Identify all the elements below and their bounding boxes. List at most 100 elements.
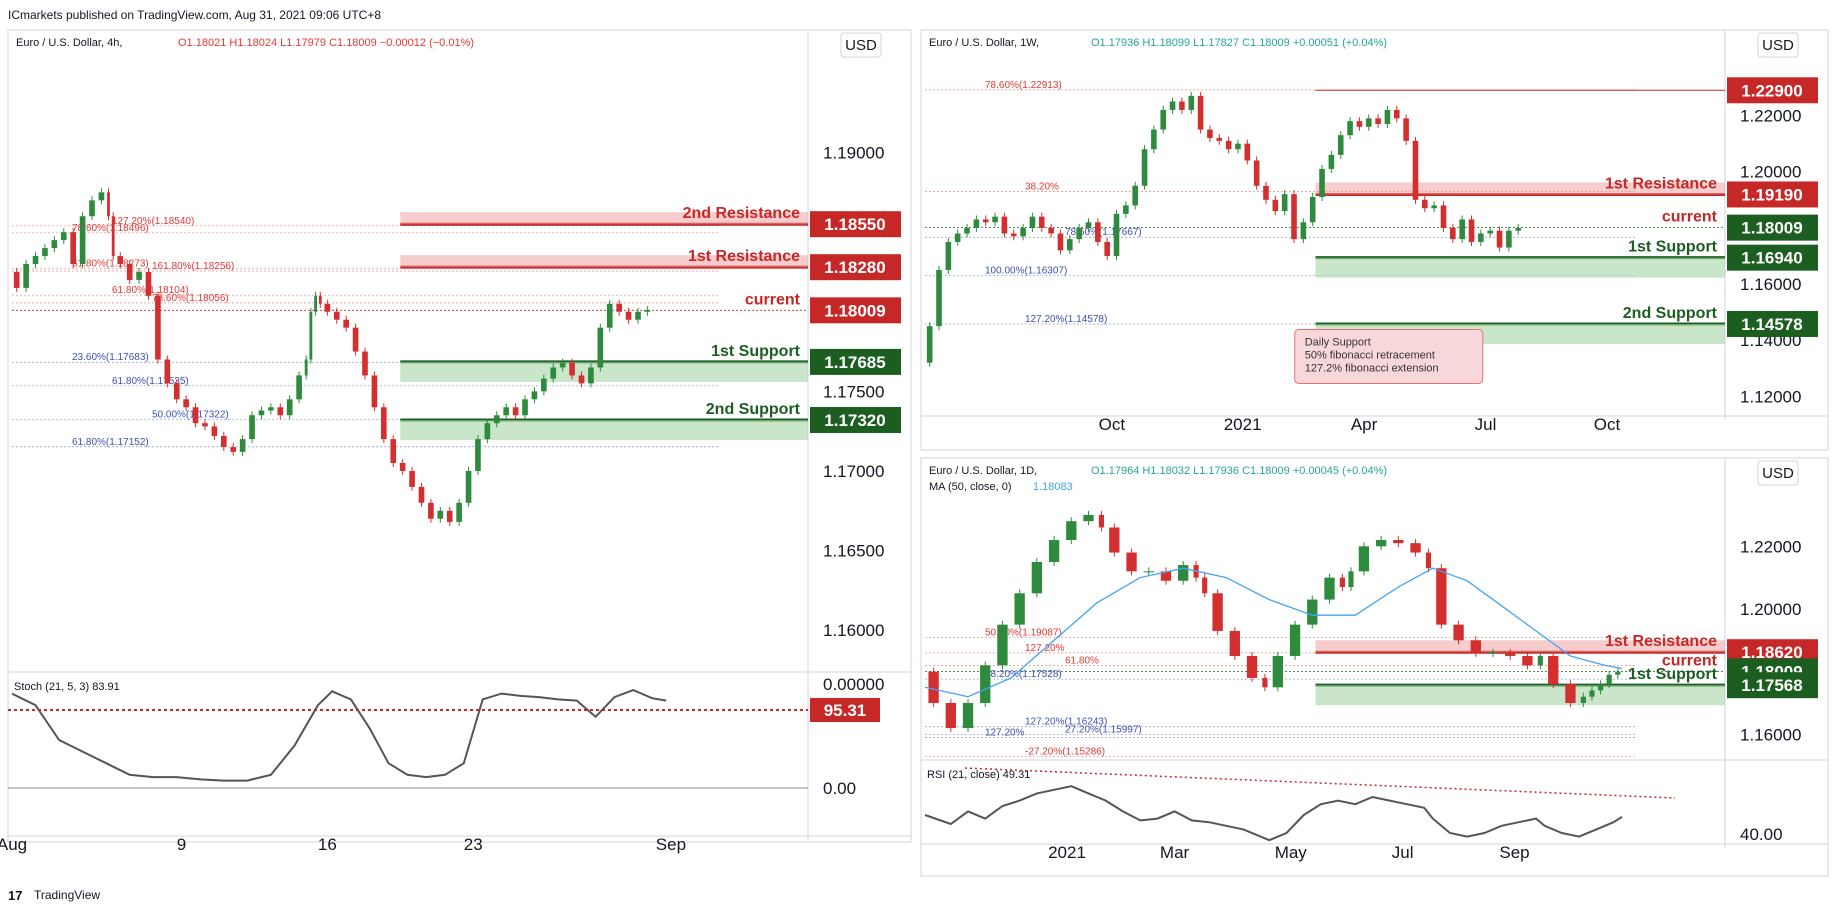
x-tick-label: 2021: [1224, 415, 1262, 434]
candle-body: [1496, 230, 1503, 248]
candle-body: [1212, 593, 1223, 631]
candle-body: [1207, 129, 1213, 139]
candle-body: [1031, 561, 1043, 594]
oscillator-pane: RSI (21, close) 49.31 40.00: [921, 759, 1828, 844]
candle-body: [1202, 577, 1208, 594]
level-price-badge: [810, 348, 901, 375]
level-price-label: 1.19190: [1741, 185, 1802, 204]
level-name-label: current: [1662, 652, 1718, 669]
resistance-zone: [400, 212, 808, 225]
y-tick-label: 1.20000: [1740, 163, 1801, 182]
currency-label: USD: [845, 37, 877, 54]
level-price-badge: [810, 254, 901, 281]
candle-body: [409, 470, 415, 487]
fib-label: 100.00%(1.16307): [985, 265, 1067, 276]
level-name-label: 1st Resistance: [1605, 175, 1717, 192]
candle-body: [202, 423, 208, 427]
candle-body: [973, 219, 980, 228]
candle-body: [578, 375, 585, 384]
ma-line: [924, 567, 1623, 698]
level-name-label: 1st Support: [1628, 666, 1718, 683]
candle-body: [1048, 540, 1060, 562]
y-tick-label: 1.20000: [1740, 600, 1801, 619]
currency-badge-box: [1757, 460, 1799, 486]
candle-body: [249, 415, 255, 440]
ohlc-readout: O1.18021 H1.18024 L1.17979 C1.18009 −0.0…: [178, 37, 474, 49]
annotation-box: [1294, 328, 1484, 384]
x-tick-label: Jul: [1392, 843, 1414, 862]
fib-label: 78.60%(1.17667): [1065, 227, 1142, 238]
candle-body: [1188, 95, 1195, 110]
fib-label: 161.80%(1.18256): [152, 261, 234, 272]
support-zone: [1315, 685, 1725, 706]
candle-body: [1216, 138, 1223, 141]
level-price-badge: [1727, 310, 1818, 337]
level-price-label: 1.18550: [824, 215, 885, 234]
oscillator-tick: 0.00: [823, 779, 856, 798]
candle-body: [1307, 599, 1318, 625]
candle-body: [1197, 95, 1204, 130]
candle-body: [239, 439, 246, 452]
candle-body: [1235, 143, 1241, 150]
level-price-label: 1.16940: [1741, 249, 1802, 268]
level-name-label: 1st Support: [711, 343, 801, 360]
candle-body: [1262, 677, 1268, 688]
candle-body: [1393, 540, 1404, 544]
fib-label: 61.80%: [1065, 655, 1099, 666]
candle-body: [982, 219, 989, 223]
level-name-label: current: [745, 291, 801, 308]
candle-body: [635, 311, 641, 320]
candle-body: [51, 240, 58, 249]
x-tick-label: Apr: [1351, 415, 1378, 434]
level-price-badge: [1727, 214, 1818, 241]
candle-body: [1324, 577, 1335, 600]
x-tick-label: Aug: [0, 835, 27, 854]
candle-body: [928, 671, 939, 703]
oscillator-label: RSI (21, close) 49.31: [927, 769, 1030, 781]
level-name-label: 2nd Resistance: [683, 205, 800, 222]
candle-body: [70, 232, 77, 264]
candle-body: [945, 702, 956, 729]
candle-body: [1029, 216, 1036, 228]
candle-body: [1010, 233, 1017, 237]
candle-body: [1431, 205, 1437, 209]
candle-body: [1309, 196, 1316, 223]
candle-body: [446, 510, 453, 522]
y-tick-label: 1.22000: [1740, 537, 1801, 556]
candle-body: [503, 407, 510, 416]
candle-body: [173, 383, 180, 400]
candle-body: [926, 326, 933, 363]
fib-label: 127.20%(1.14578): [1025, 314, 1107, 325]
candle-body: [1160, 571, 1172, 581]
candle-body: [945, 241, 952, 271]
candle-body: [1384, 109, 1391, 124]
candle-body: [1057, 233, 1064, 251]
candle-body: [117, 256, 124, 264]
fib-label: 27.20%(1.15997): [1065, 724, 1142, 735]
support-zone: [1315, 257, 1725, 278]
candle-body: [1141, 149, 1148, 186]
candle-body: [465, 470, 472, 503]
level-price-label: 1.18009: [824, 301, 885, 320]
tradingview-logo-icon: 17: [8, 888, 22, 903]
candle-body: [1450, 227, 1456, 240]
candle-body: [343, 319, 349, 328]
candle-body: [1580, 696, 1586, 703]
x-tick-label: Oct: [1099, 415, 1126, 434]
candle-body: [1067, 239, 1073, 251]
support-zone: [400, 420, 808, 441]
footer-brand: TradingView: [34, 888, 100, 902]
candle-body: [1412, 140, 1419, 200]
level-price-badge: [810, 407, 901, 434]
candle-body: [1436, 568, 1447, 625]
candle-body: [1126, 552, 1137, 572]
fib-label: 23.60%(1.17683): [72, 352, 149, 363]
currency-badge-box: [840, 32, 882, 58]
oscillator-tick: 40.00: [1740, 825, 1783, 844]
fib-label: 61.80%(1.18273): [72, 258, 149, 269]
candle-body: [1348, 571, 1354, 588]
candle-body: [428, 502, 434, 519]
candle-body: [220, 435, 227, 448]
level-price-label: 1.18280: [824, 258, 885, 277]
candle-body: [1506, 230, 1512, 248]
